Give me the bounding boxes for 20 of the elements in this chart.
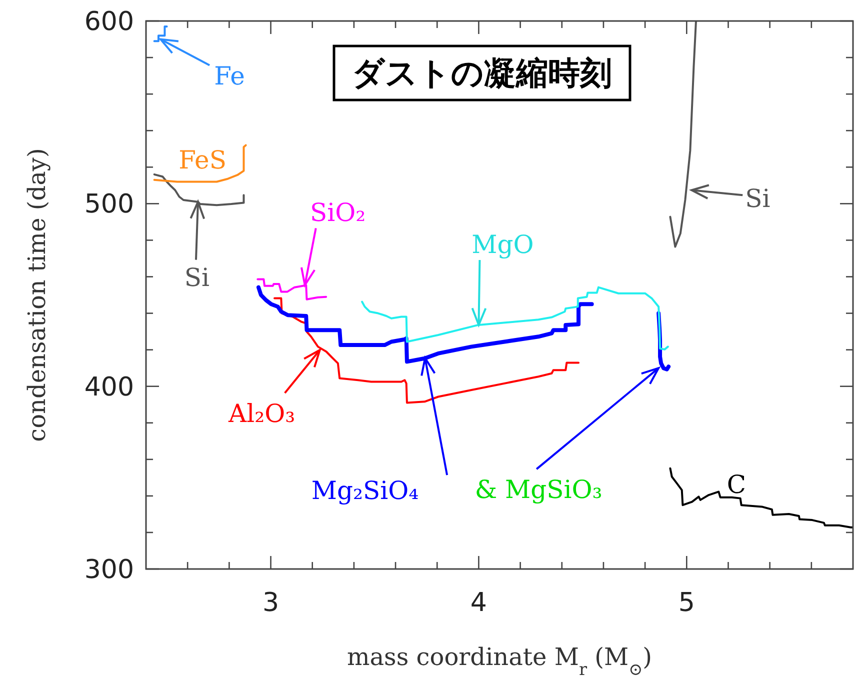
annotation: FeS — [178, 146, 226, 175]
annotation: & MgSiO₃ — [474, 475, 602, 504]
annotation: Si — [745, 184, 770, 214]
y-tick-label: 500 — [84, 190, 134, 220]
y-axis-title: condensation time (day) — [23, 148, 51, 442]
annotation: Al₂O₃ — [228, 398, 296, 428]
annotation: Si — [184, 262, 210, 292]
annotation: Mg₂SiO₄ — [311, 476, 419, 506]
y-tick-label: 400 — [84, 372, 134, 402]
x-tick-label: 3 — [262, 588, 280, 618]
y-tick-label: 600 — [84, 7, 134, 37]
annotation: C — [726, 470, 746, 499]
x-tick-label: 5 — [678, 588, 695, 618]
annotation: MgO — [472, 230, 534, 259]
x-axis-title: mass coordinate M$_{r}$ (M$_{⊙}$) — [346, 643, 652, 678]
annotation: Fe — [214, 61, 245, 90]
y-tick-label: 300 — [84, 555, 134, 585]
x-tick-label: 4 — [470, 588, 487, 618]
text: ダストの凝縮時刻 — [352, 54, 612, 92]
annotation: SiO₂ — [310, 198, 366, 228]
